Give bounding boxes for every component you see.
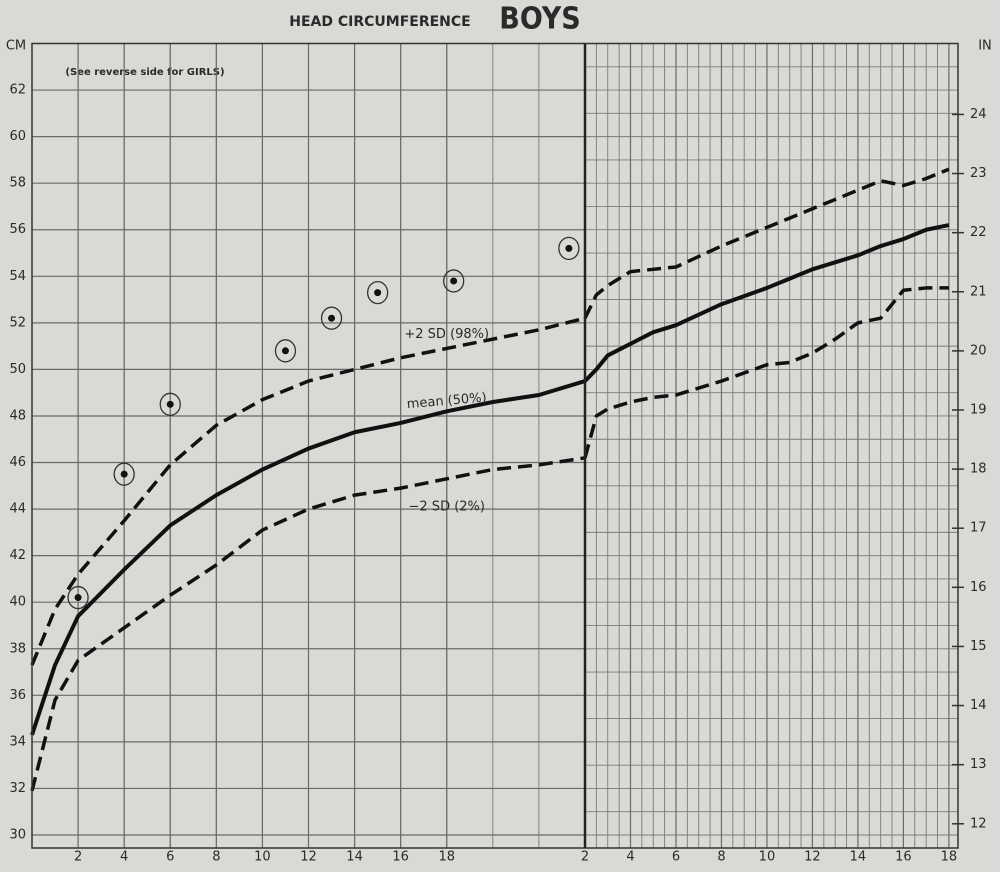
series-line (30, 456, 586, 792)
y2-tick-label: 16 (970, 580, 987, 595)
chart-subtitle: BOYS (499, 2, 580, 37)
data-point (74, 594, 82, 602)
data-point (565, 244, 573, 252)
annotation: (See reverse side for GIRLS) (65, 67, 224, 78)
y-tick-label: 32 (9, 781, 26, 796)
x-tick-label: 4 (626, 850, 634, 865)
series-line (30, 316, 586, 666)
point-ring (274, 339, 297, 363)
x-tick-label: 2 (74, 850, 82, 865)
series-label: mean (50%) (406, 390, 487, 412)
y-tick-label: 30 (9, 828, 26, 843)
y-tick-label: 50 (9, 362, 26, 377)
x-tick-label: 12 (804, 850, 821, 865)
y-tick-label: 56 (9, 222, 26, 237)
x-tick-label: 18 (438, 850, 455, 865)
y-tick-label: 36 (9, 688, 26, 703)
series-line (583, 223, 950, 383)
y-tick-label: 54 (9, 269, 26, 284)
data-point (450, 277, 458, 285)
point-ring (558, 236, 580, 261)
x-tick-label: 12 (300, 850, 317, 865)
x-tick-label: 10 (254, 850, 271, 865)
y-tick-label: 52 (9, 315, 26, 330)
x-tick-label: 16 (895, 850, 912, 865)
y-tick-label: 58 (9, 176, 26, 191)
x-tick-label: 14 (346, 850, 363, 865)
x-tick-label: 14 (850, 850, 867, 865)
y2-tick-label: 17 (970, 521, 987, 536)
y-tick-label: 62 (9, 83, 26, 98)
data-point (166, 400, 174, 408)
chart-title: HEAD CIRCUMFERENCE (289, 14, 470, 30)
x-tick-label: 8 (212, 850, 220, 865)
series-label: +2 SD (98%) (404, 327, 489, 342)
x-tick-label: 4 (120, 850, 128, 865)
y-tick-label: 34 (9, 734, 26, 749)
x-tick-label: 6 (672, 850, 680, 865)
y-tick-label: 60 (9, 129, 26, 144)
series-label: −2 SD (2%) (409, 499, 485, 514)
series-line (583, 286, 949, 459)
y-tick-label: 44 (9, 502, 26, 517)
x-tick-label: 8 (717, 850, 725, 865)
x-tick-label: 10 (759, 850, 776, 865)
y2-tick-label: 18 (970, 462, 987, 477)
y2-tick-label: 20 (970, 343, 987, 358)
point-ring (159, 392, 181, 416)
y-tick-label: 38 (9, 641, 26, 656)
point-ring (320, 306, 343, 330)
point-ring (113, 462, 135, 486)
x-tick-label: 6 (166, 850, 174, 865)
y2-tick-label: 14 (970, 698, 987, 713)
y-tick-label: 46 (9, 455, 26, 470)
y-axis-label: CM (6, 39, 26, 54)
data-point (281, 347, 289, 355)
x-tick-label: 18 (941, 850, 958, 865)
plot-frame (31, 42, 959, 849)
y2-axis-label: IN (978, 39, 992, 54)
y2-tick-label: 12 (970, 816, 987, 831)
y2-tick-label: 19 (970, 402, 987, 417)
x-tick-label: 2 (581, 850, 589, 865)
data-point (328, 314, 336, 322)
y2-tick-label: 13 (970, 757, 987, 772)
y2-tick-label: 21 (970, 284, 987, 299)
y-tick-label: 48 (9, 408, 26, 423)
x-tick-label: 16 (392, 850, 409, 865)
series-line (30, 379, 586, 736)
point-ring (443, 269, 465, 293)
y2-tick-label: 22 (970, 225, 987, 240)
data-point (374, 289, 382, 297)
y-tick-label: 40 (9, 595, 26, 610)
y2-tick-label: 24 (970, 107, 987, 122)
y2-tick-label: 23 (970, 166, 987, 181)
data-point (120, 470, 128, 478)
series-line (583, 167, 950, 319)
y-tick-label: 42 (9, 548, 26, 563)
point-ring (366, 280, 389, 305)
point-ring (67, 585, 89, 610)
y2-tick-label: 15 (970, 639, 987, 654)
